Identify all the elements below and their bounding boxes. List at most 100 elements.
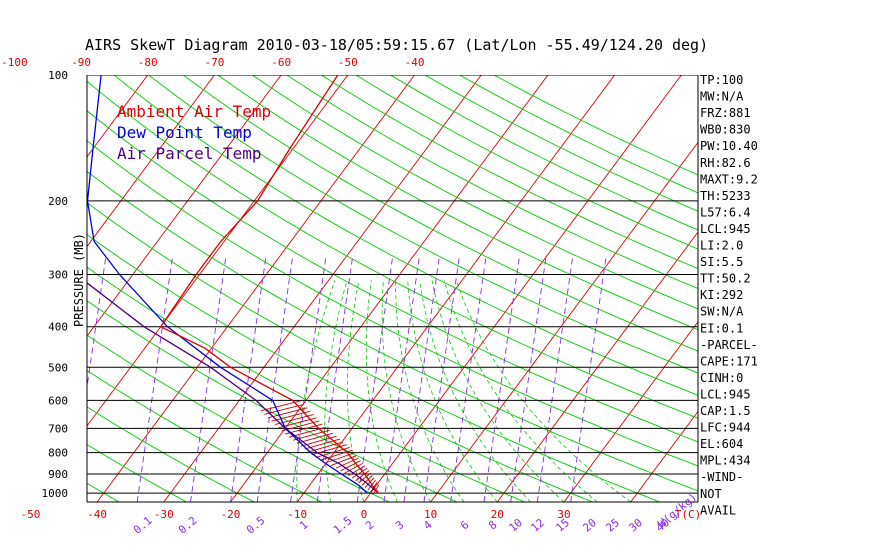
isotherm-line: [230, 75, 549, 502]
index-label: MPL:434: [700, 454, 751, 468]
mixing-tick-label: 20: [580, 516, 599, 534]
mixing-ratio-line: [356, 254, 394, 502]
mixing-tick-label: 0.1: [131, 514, 155, 537]
dry-adiabat-line: [321, 75, 698, 270]
moist-adiabat-line: [365, 280, 398, 502]
dry-adiabat-line: [87, 110, 698, 443]
y-tick-label: 400: [48, 321, 68, 334]
hatch-line: [325, 452, 355, 464]
dry-adiabat-line: [355, 75, 698, 250]
isotherm-line: [87, 75, 282, 337]
dry-adiabat-line: [286, 75, 698, 290]
dry-adiabat-line: [182, 75, 698, 352]
x-tick-label: -50: [20, 508, 40, 521]
mixing-tick-label: 6: [458, 518, 471, 532]
isotherm-line: [363, 75, 682, 502]
y-tick-label: 300: [48, 269, 68, 282]
top-tick-label: -80: [138, 56, 158, 69]
isotherm-line: [496, 231, 698, 502]
y-axis-label: PRESSURE (MB): [72, 233, 86, 327]
moist-adiabat-line: [455, 280, 631, 502]
mixing-ratio-line: [256, 254, 294, 502]
isotherm-line: [87, 75, 215, 248]
top-tick-label: -90: [71, 56, 91, 69]
moist-adiabat-line: [296, 280, 336, 502]
moist-adiabat-line: [381, 280, 431, 502]
parcel-temp-line: [87, 282, 379, 494]
moist-adiabat-line: [419, 280, 531, 502]
top-tick-label: -100: [1, 56, 28, 69]
mixing-ratio-line: [423, 254, 461, 502]
mixing-ratio-line: [230, 254, 267, 502]
dewpoint-line: [87, 75, 368, 494]
dry-adiabat-line: [87, 370, 323, 502]
hatch-line: [330, 455, 357, 466]
index-label: NOT: [700, 487, 722, 501]
index-label: LCL:945: [700, 222, 751, 236]
moist-adiabat-line: [347, 280, 365, 502]
mixing-tick-label: 1.5: [331, 514, 355, 537]
hatch-line: [344, 462, 364, 474]
isotherm-line: [96, 75, 415, 502]
mixing-tick-label: 30: [626, 516, 645, 534]
mixing-ratio-line: [17, 255, 53, 502]
dry-adiabat-line: [459, 75, 698, 194]
mixing-tick-label: 3: [393, 518, 406, 532]
mixing-tick-label: 0.5: [244, 514, 268, 537]
mixing-tick-label: 0.2: [176, 514, 200, 537]
index-label: PW:10.40: [700, 139, 758, 153]
index-label: EI:0.1: [700, 321, 743, 335]
dry-adiabat-line: [424, 75, 698, 212]
y-tick-label: 1000: [42, 487, 69, 500]
isotherm-line: [87, 75, 349, 427]
dry-adiabat-line: [493, 75, 698, 176]
legend-entry: Ambient Air Temp: [117, 102, 271, 121]
isotherm-line: [163, 75, 482, 502]
mixing-ratio-line: [510, 254, 547, 502]
hatch-line: [335, 457, 359, 469]
dry-adiabat-line: [87, 266, 525, 502]
hatch-line: [315, 447, 351, 458]
mixing-tick-label: 12: [528, 516, 547, 534]
moist-adiabat-line: [407, 280, 498, 502]
mixing-ratio-line: [136, 254, 174, 502]
index-label: TT:50.2: [700, 272, 751, 286]
x-axis-label: T(C): [675, 508, 702, 521]
hatch-line: [358, 472, 372, 484]
dry-adiabat-line: [87, 234, 593, 502]
mixing-ratio-line: [383, 254, 421, 502]
isotherm-line: [87, 75, 149, 158]
moist-adiabat-line: [395, 280, 465, 502]
hatch-line: [348, 465, 366, 477]
mixing-tick-label: 25: [603, 516, 622, 534]
dry-adiabat-line: [113, 75, 698, 396]
mixing-tick-label: 10: [506, 516, 525, 534]
x-tick-label: -20: [221, 508, 241, 521]
x-tick-label: -10: [287, 508, 307, 521]
dry-adiabat-line: [87, 140, 698, 467]
isotherm-line: [430, 141, 698, 502]
ambient-temp-line: [159, 75, 380, 494]
top-tick-label: -70: [205, 56, 225, 69]
mixing-ratio-line: [450, 254, 487, 502]
index-label: TP:100: [700, 73, 743, 87]
index-label: KI:292: [700, 288, 743, 302]
index-label: CINH:0: [700, 371, 743, 385]
mixing-ratio-line: [316, 254, 354, 502]
moist-adiabat-line: [431, 280, 565, 502]
x-tick-label: 0: [361, 508, 368, 521]
top-tick-label: -60: [271, 56, 291, 69]
top-tick-label: -50: [338, 56, 358, 69]
mixing-tick-label: 2: [363, 518, 376, 532]
index-label: -PARCEL-: [700, 338, 758, 352]
chart-title: AIRS SkewT Diagram 2010-03-18/05:59:15.6…: [85, 36, 708, 54]
mixing-ratio-line: [536, 254, 574, 502]
hatch-line: [361, 475, 373, 486]
hatch-line: [340, 460, 361, 472]
mixing-ratio-line: [483, 254, 521, 502]
moist-adiabat-line: [324, 280, 348, 502]
index-label: RH:82.6: [700, 156, 751, 170]
index-label: TH:5233: [700, 189, 751, 203]
index-label: LFC:944: [700, 421, 751, 435]
